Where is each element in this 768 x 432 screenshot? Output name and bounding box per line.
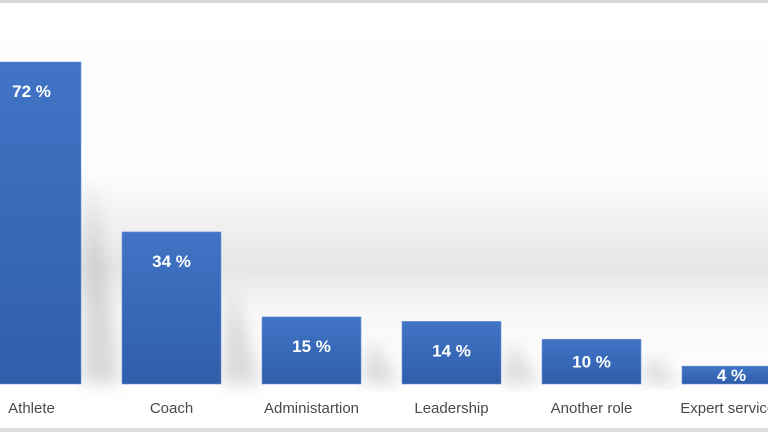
category-label: Coach [150, 400, 193, 417]
bar-shadow [501, 343, 541, 384]
chart-frame-bottom [0, 428, 768, 432]
bar-shadow [361, 340, 401, 384]
bar-athlete [0, 61, 82, 385]
category-label: Athlete [8, 400, 55, 417]
bar-coach [121, 231, 222, 385]
category-label: Administartion [264, 400, 359, 417]
bar-shadow [641, 354, 681, 384]
bar-expert-services [681, 365, 768, 385]
bar-another-role [541, 338, 642, 385]
category-label: Expert services [680, 400, 768, 417]
category-label: Leadership [414, 400, 488, 417]
bar-shadow [81, 174, 121, 384]
data-label: 4 % [717, 366, 746, 385]
data-label: 14 % [432, 341, 471, 360]
category-label: Another role [551, 400, 633, 417]
data-label: 15 % [292, 337, 331, 356]
bar-shadow [221, 285, 261, 384]
data-label: 34 % [152, 252, 191, 271]
chart-frame-top [0, 0, 768, 3]
bar-leadership [401, 321, 502, 385]
data-label: 72 % [12, 82, 51, 101]
data-label: 10 % [572, 353, 611, 372]
bar-administartion [261, 316, 362, 385]
